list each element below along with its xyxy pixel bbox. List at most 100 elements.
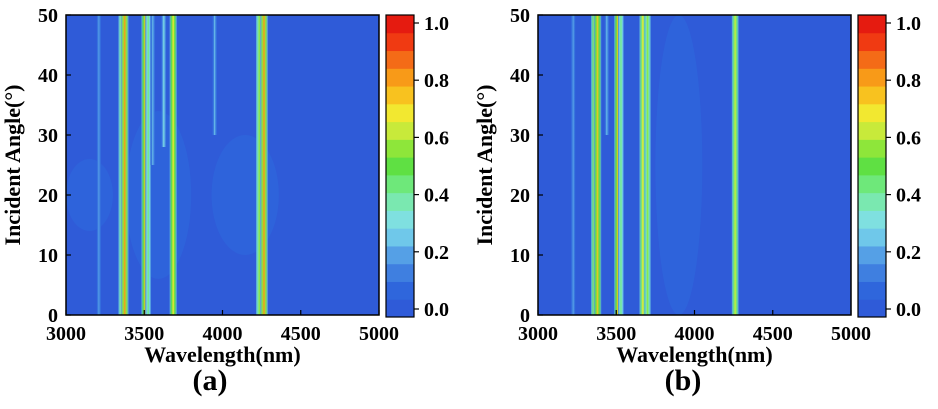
colorbar: 0.0 0.2 0.4 0.6 0.8 1.0	[857, 13, 921, 321]
diffuse-region	[125, 111, 192, 279]
y-tick-label: 40	[38, 65, 58, 87]
absorption-band	[618, 15, 624, 315]
absorption-band	[571, 15, 576, 315]
colorbar-segment	[386, 263, 414, 282]
colorbar-segment	[858, 121, 886, 140]
colorbar-tick-label: 0.8	[896, 70, 921, 92]
absorption-band	[141, 15, 149, 315]
y-tick-label: 30	[38, 125, 58, 147]
x-tick-label: 3500	[124, 323, 164, 345]
colorbar-segment	[858, 50, 886, 69]
colorbar-segment	[858, 103, 886, 123]
absorption-band	[639, 15, 647, 315]
colorbar: 0.0 0.2 0.4 0.6 0.8 1.0	[385, 13, 449, 321]
panel-b: 3000 3500 4000 4500 5000 0 10 20 30 40 50 Wavelengt…	[472, 5, 921, 397]
colorbar-tick-label: 0.2	[424, 242, 449, 264]
diffuse-region	[66, 159, 113, 231]
x-axis-title: Wavelength(nm)	[144, 342, 300, 367]
colorbar-segment	[858, 281, 886, 300]
colorbar-segment	[858, 228, 886, 247]
x-tick-label: 4500	[281, 323, 321, 345]
y-tick-label: 20	[38, 185, 58, 207]
diffuse-region	[655, 15, 703, 315]
colorbar-segment	[858, 210, 886, 229]
colorbar-segment	[386, 228, 414, 247]
y-tick-label: 40	[510, 65, 530, 87]
absorption-band	[731, 15, 739, 315]
colorbar-segment	[858, 139, 886, 158]
colorbar-segment	[858, 245, 886, 265]
absorption-band	[256, 15, 263, 315]
y-tick-label: 10	[510, 245, 530, 267]
colorbar-segment	[386, 245, 414, 265]
colorbar-segment	[386, 103, 414, 123]
colorbar-segment	[386, 32, 414, 52]
colorbar-segment	[386, 192, 414, 211]
colorbar-tick-label: 0.4	[896, 185, 921, 207]
colorbar-frame	[857, 14, 887, 318]
absorption-band	[96, 15, 101, 315]
heatmap-area	[66, 15, 379, 315]
x-axis-title: Wavelength(nm)	[616, 342, 772, 367]
y-tick-label: 50	[38, 5, 58, 27]
colorbar-segment	[858, 157, 886, 176]
colorbar-tick-label: 0.2	[896, 242, 921, 264]
colorbar-segment	[386, 68, 414, 87]
y-tick-label: 50	[510, 5, 530, 27]
colorbar-segment	[386, 281, 414, 300]
colorbar-frame	[385, 14, 415, 318]
x-tick-label: 5000	[359, 323, 399, 345]
x-tick-label: 4000	[675, 323, 715, 345]
x-tick-label: 4000	[203, 323, 243, 345]
colorbar-tick-label: 0.6	[424, 127, 449, 149]
absorption-band	[593, 15, 602, 315]
absorption-band	[120, 15, 129, 315]
panel-label: (b)	[665, 364, 702, 397]
colorbar-segment	[386, 15, 414, 34]
colorbar-segment	[858, 15, 886, 34]
colorbar-segment	[858, 32, 886, 52]
colorbar-segment	[386, 157, 414, 176]
colorbar-segment	[386, 121, 414, 140]
colorbar-tick-label: 0.8	[424, 70, 449, 92]
absorption-band	[614, 15, 622, 315]
colorbar-segment	[858, 263, 886, 282]
colorbar-segment	[858, 174, 886, 194]
y-tick-label: 20	[510, 185, 530, 207]
colorbar-segment	[858, 192, 886, 211]
absorption-band	[150, 15, 156, 165]
colorbar-segment	[858, 86, 886, 105]
colorbar-segment	[858, 68, 886, 87]
panel-a: 3000 3500 4000 4500 5000 0 10 20 30 40 50 Wavelengt…	[0, 5, 449, 397]
y-tick-label: 0	[48, 305, 58, 327]
colorbar-tick-label: 0.4	[424, 185, 449, 207]
colorbar-segment	[386, 210, 414, 229]
absorption-band	[161, 15, 167, 147]
heatmap-area	[538, 15, 851, 315]
x-tick-label: 4500	[753, 323, 793, 345]
x-tick-label: 3500	[596, 323, 636, 345]
x-tick-label: 5000	[831, 323, 871, 345]
colorbar-segment	[386, 139, 414, 158]
absorption-band	[212, 15, 217, 135]
colorbar-segment	[386, 50, 414, 69]
absorption-band	[644, 15, 651, 315]
x-tick-label: 3000	[46, 323, 86, 345]
colorbar-tick-label: 1.0	[896, 13, 921, 35]
absorption-band	[260, 15, 268, 315]
colorbar-tick-label: 0.6	[896, 127, 921, 149]
x-tick-label: 3000	[518, 323, 558, 345]
colorbar-tick-label: 0.0	[424, 299, 449, 321]
y-tick-label: 30	[510, 125, 530, 147]
colorbar-segment	[386, 174, 414, 194]
absorption-band	[145, 15, 152, 315]
colorbar-segment	[386, 86, 414, 105]
colorbar-tick-label: 0.0	[896, 299, 921, 321]
diffuse-region	[211, 135, 279, 255]
y-axis-title: Incident Angle(°)	[472, 85, 497, 246]
absorption-band	[169, 15, 177, 315]
y-axis-title: Incident Angle(°)	[0, 85, 25, 246]
y-tick-label: 10	[38, 245, 58, 267]
absorption-band	[604, 15, 610, 135]
